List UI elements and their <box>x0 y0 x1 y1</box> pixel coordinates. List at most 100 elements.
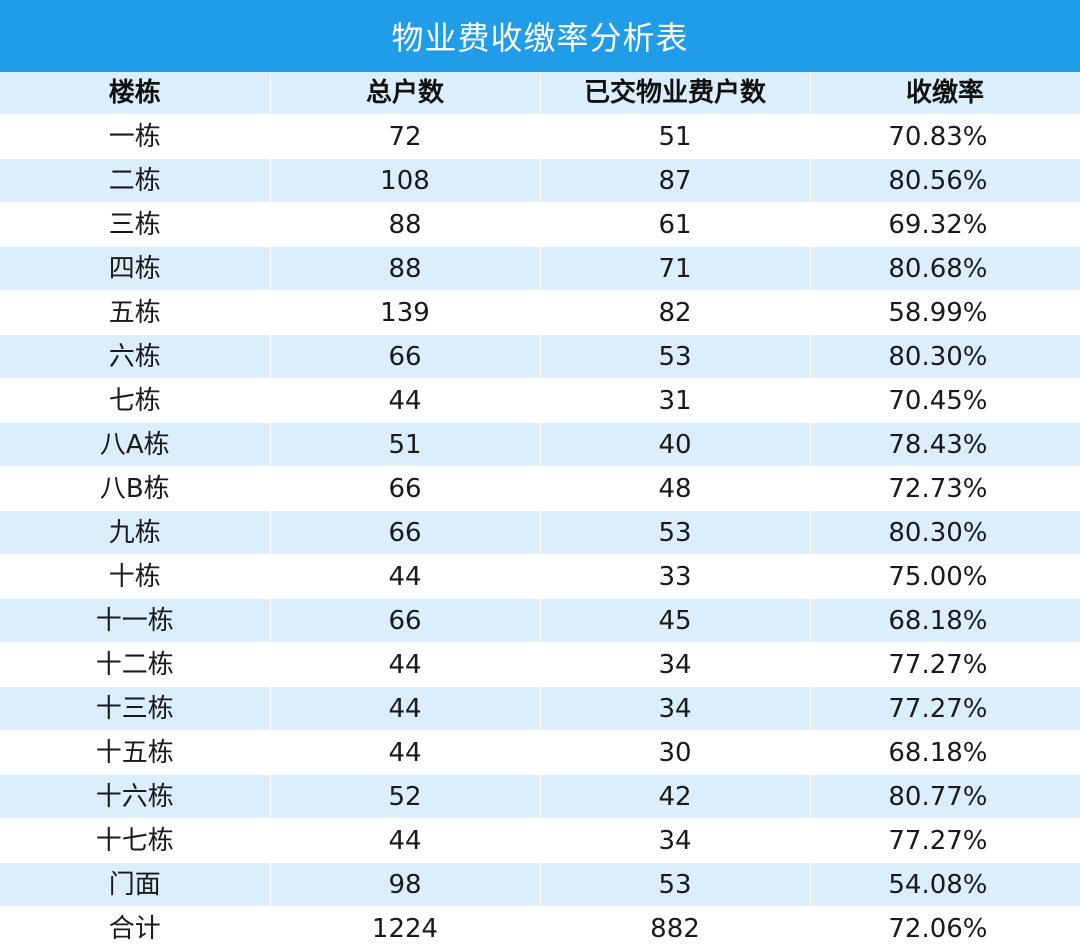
cell-collection-rate: 75.00% <box>810 554 1080 599</box>
cell-building: 十二栋 <box>0 642 271 687</box>
sheet-title-text: 物业费收缴率分析表 <box>391 19 689 57</box>
cell-building: 五栋 <box>0 290 271 335</box>
cell-paid-households: 33 <box>540 554 811 599</box>
table-row: 六栋 66 53 80.30% <box>0 334 1080 379</box>
cell-paid-households: 42 <box>540 774 811 819</box>
cell-total-households: 1224 <box>270 906 541 951</box>
cell-building: 七栋 <box>0 378 271 423</box>
cell-collection-rate: 80.30% <box>810 334 1080 379</box>
cell-building: 十一栋 <box>0 598 271 643</box>
cell-total-households: 139 <box>270 290 541 335</box>
cell-total-households: 108 <box>270 158 541 203</box>
table-row: 一栋 72 51 70.83% <box>0 114 1080 159</box>
cell-total-households: 66 <box>270 510 541 555</box>
cell-paid-households: 48 <box>540 466 811 511</box>
cell-paid-households: 87 <box>540 158 811 203</box>
cell-collection-rate: 78.43% <box>810 422 1080 467</box>
cell-paid-households: 40 <box>540 422 811 467</box>
cell-total-households: 44 <box>270 642 541 687</box>
table-row: 五栋 139 82 58.99% <box>0 290 1080 335</box>
cell-paid-households: 53 <box>540 334 811 379</box>
cell-building: 十三栋 <box>0 686 271 731</box>
cell-building: 十五栋 <box>0 730 271 775</box>
cell-total-households: 98 <box>270 862 541 907</box>
table-header: 楼栋 总户数 已交物业费户数 收缴率 <box>0 72 1080 115</box>
cell-collection-rate: 80.30% <box>810 510 1080 555</box>
header-building: 楼栋 <box>0 72 271 115</box>
cell-collection-rate: 80.68% <box>810 246 1080 291</box>
cell-collection-rate: 77.27% <box>810 642 1080 687</box>
cell-paid-households: 53 <box>540 510 811 555</box>
cell-total-households: 44 <box>270 730 541 775</box>
header-total-households: 总户数 <box>270 72 541 115</box>
cell-total-households: 88 <box>270 202 541 247</box>
cell-paid-households: 61 <box>540 202 811 247</box>
cell-paid-households: 882 <box>540 906 811 951</box>
cell-building: 三栋 <box>0 202 271 247</box>
table-row: 十五栋 44 30 68.18% <box>0 730 1080 775</box>
cell-collection-rate: 77.27% <box>810 686 1080 731</box>
cell-building: 一栋 <box>0 114 271 159</box>
table-row: 四栋 88 71 80.68% <box>0 246 1080 291</box>
cell-collection-rate: 69.32% <box>810 202 1080 247</box>
cell-building: 十栋 <box>0 554 271 599</box>
cell-total-households: 52 <box>270 774 541 819</box>
cell-collection-rate: 70.45% <box>810 378 1080 423</box>
table-row: 合计 1224 882 72.06% <box>0 906 1080 951</box>
table-row: 九栋 66 53 80.30% <box>0 510 1080 555</box>
cell-total-households: 88 <box>270 246 541 291</box>
cell-building: 九栋 <box>0 510 271 555</box>
cell-collection-rate: 77.27% <box>810 818 1080 863</box>
cell-building: 八A栋 <box>0 422 271 467</box>
cell-total-households: 51 <box>270 422 541 467</box>
cell-total-households: 44 <box>270 378 541 423</box>
cell-building: 八B栋 <box>0 466 271 511</box>
cell-building: 十七栋 <box>0 818 271 863</box>
cell-collection-rate: 58.99% <box>810 290 1080 335</box>
cell-collection-rate: 68.18% <box>810 598 1080 643</box>
table-row: 十二栋 44 34 77.27% <box>0 642 1080 687</box>
cell-paid-households: 82 <box>540 290 811 335</box>
cell-paid-households: 30 <box>540 730 811 775</box>
cell-paid-households: 34 <box>540 642 811 687</box>
cell-building: 六栋 <box>0 334 271 379</box>
cell-paid-households: 45 <box>540 598 811 643</box>
cell-collection-rate: 72.73% <box>810 466 1080 511</box>
table-row: 十三栋 44 34 77.27% <box>0 686 1080 731</box>
table-row: 十栋 44 33 75.00% <box>0 554 1080 599</box>
cell-collection-rate: 80.77% <box>810 774 1080 819</box>
cell-building: 门面 <box>0 862 271 907</box>
header-collection-rate: 收缴率 <box>810 72 1080 115</box>
header-paid-households: 已交物业费户数 <box>540 72 811 115</box>
cell-building: 合计 <box>0 906 271 951</box>
cell-collection-rate: 70.83% <box>810 114 1080 159</box>
table-row: 三栋 88 61 69.32% <box>0 202 1080 247</box>
cell-collection-rate: 72.06% <box>810 906 1080 951</box>
cell-paid-households: 71 <box>540 246 811 291</box>
cell-total-households: 66 <box>270 466 541 511</box>
cell-collection-rate: 68.18% <box>810 730 1080 775</box>
sheet-title: 物业费收缴率分析表 <box>0 0 1080 72</box>
table-row: 十六栋 52 42 80.77% <box>0 774 1080 819</box>
cell-paid-households: 34 <box>540 818 811 863</box>
table-row: 门面 98 53 54.08% <box>0 862 1080 907</box>
cell-building: 二栋 <box>0 158 271 203</box>
cell-total-households: 44 <box>270 554 541 599</box>
cell-collection-rate: 80.56% <box>810 158 1080 203</box>
collection-rate-table: 楼栋 总户数 已交物业费户数 收缴率 一栋 72 51 70.83% 二栋 108 87 80… <box>0 72 1080 951</box>
cell-total-households: 66 <box>270 334 541 379</box>
header-row: 楼栋 总户数 已交物业费户数 收缴率 <box>0 72 1080 115</box>
table-row: 十一栋 66 45 68.18% <box>0 598 1080 643</box>
table-row: 七栋 44 31 70.45% <box>0 378 1080 423</box>
table-row: 十七栋 44 34 77.27% <box>0 818 1080 863</box>
cell-building: 十六栋 <box>0 774 271 819</box>
cell-collection-rate: 54.08% <box>810 862 1080 907</box>
cell-paid-households: 53 <box>540 862 811 907</box>
cell-paid-households: 31 <box>540 378 811 423</box>
cell-total-households: 44 <box>270 818 541 863</box>
table-row: 二栋 108 87 80.56% <box>0 158 1080 203</box>
cell-total-households: 66 <box>270 598 541 643</box>
table-row: 八B栋 66 48 72.73% <box>0 466 1080 511</box>
cell-paid-households: 51 <box>540 114 811 159</box>
